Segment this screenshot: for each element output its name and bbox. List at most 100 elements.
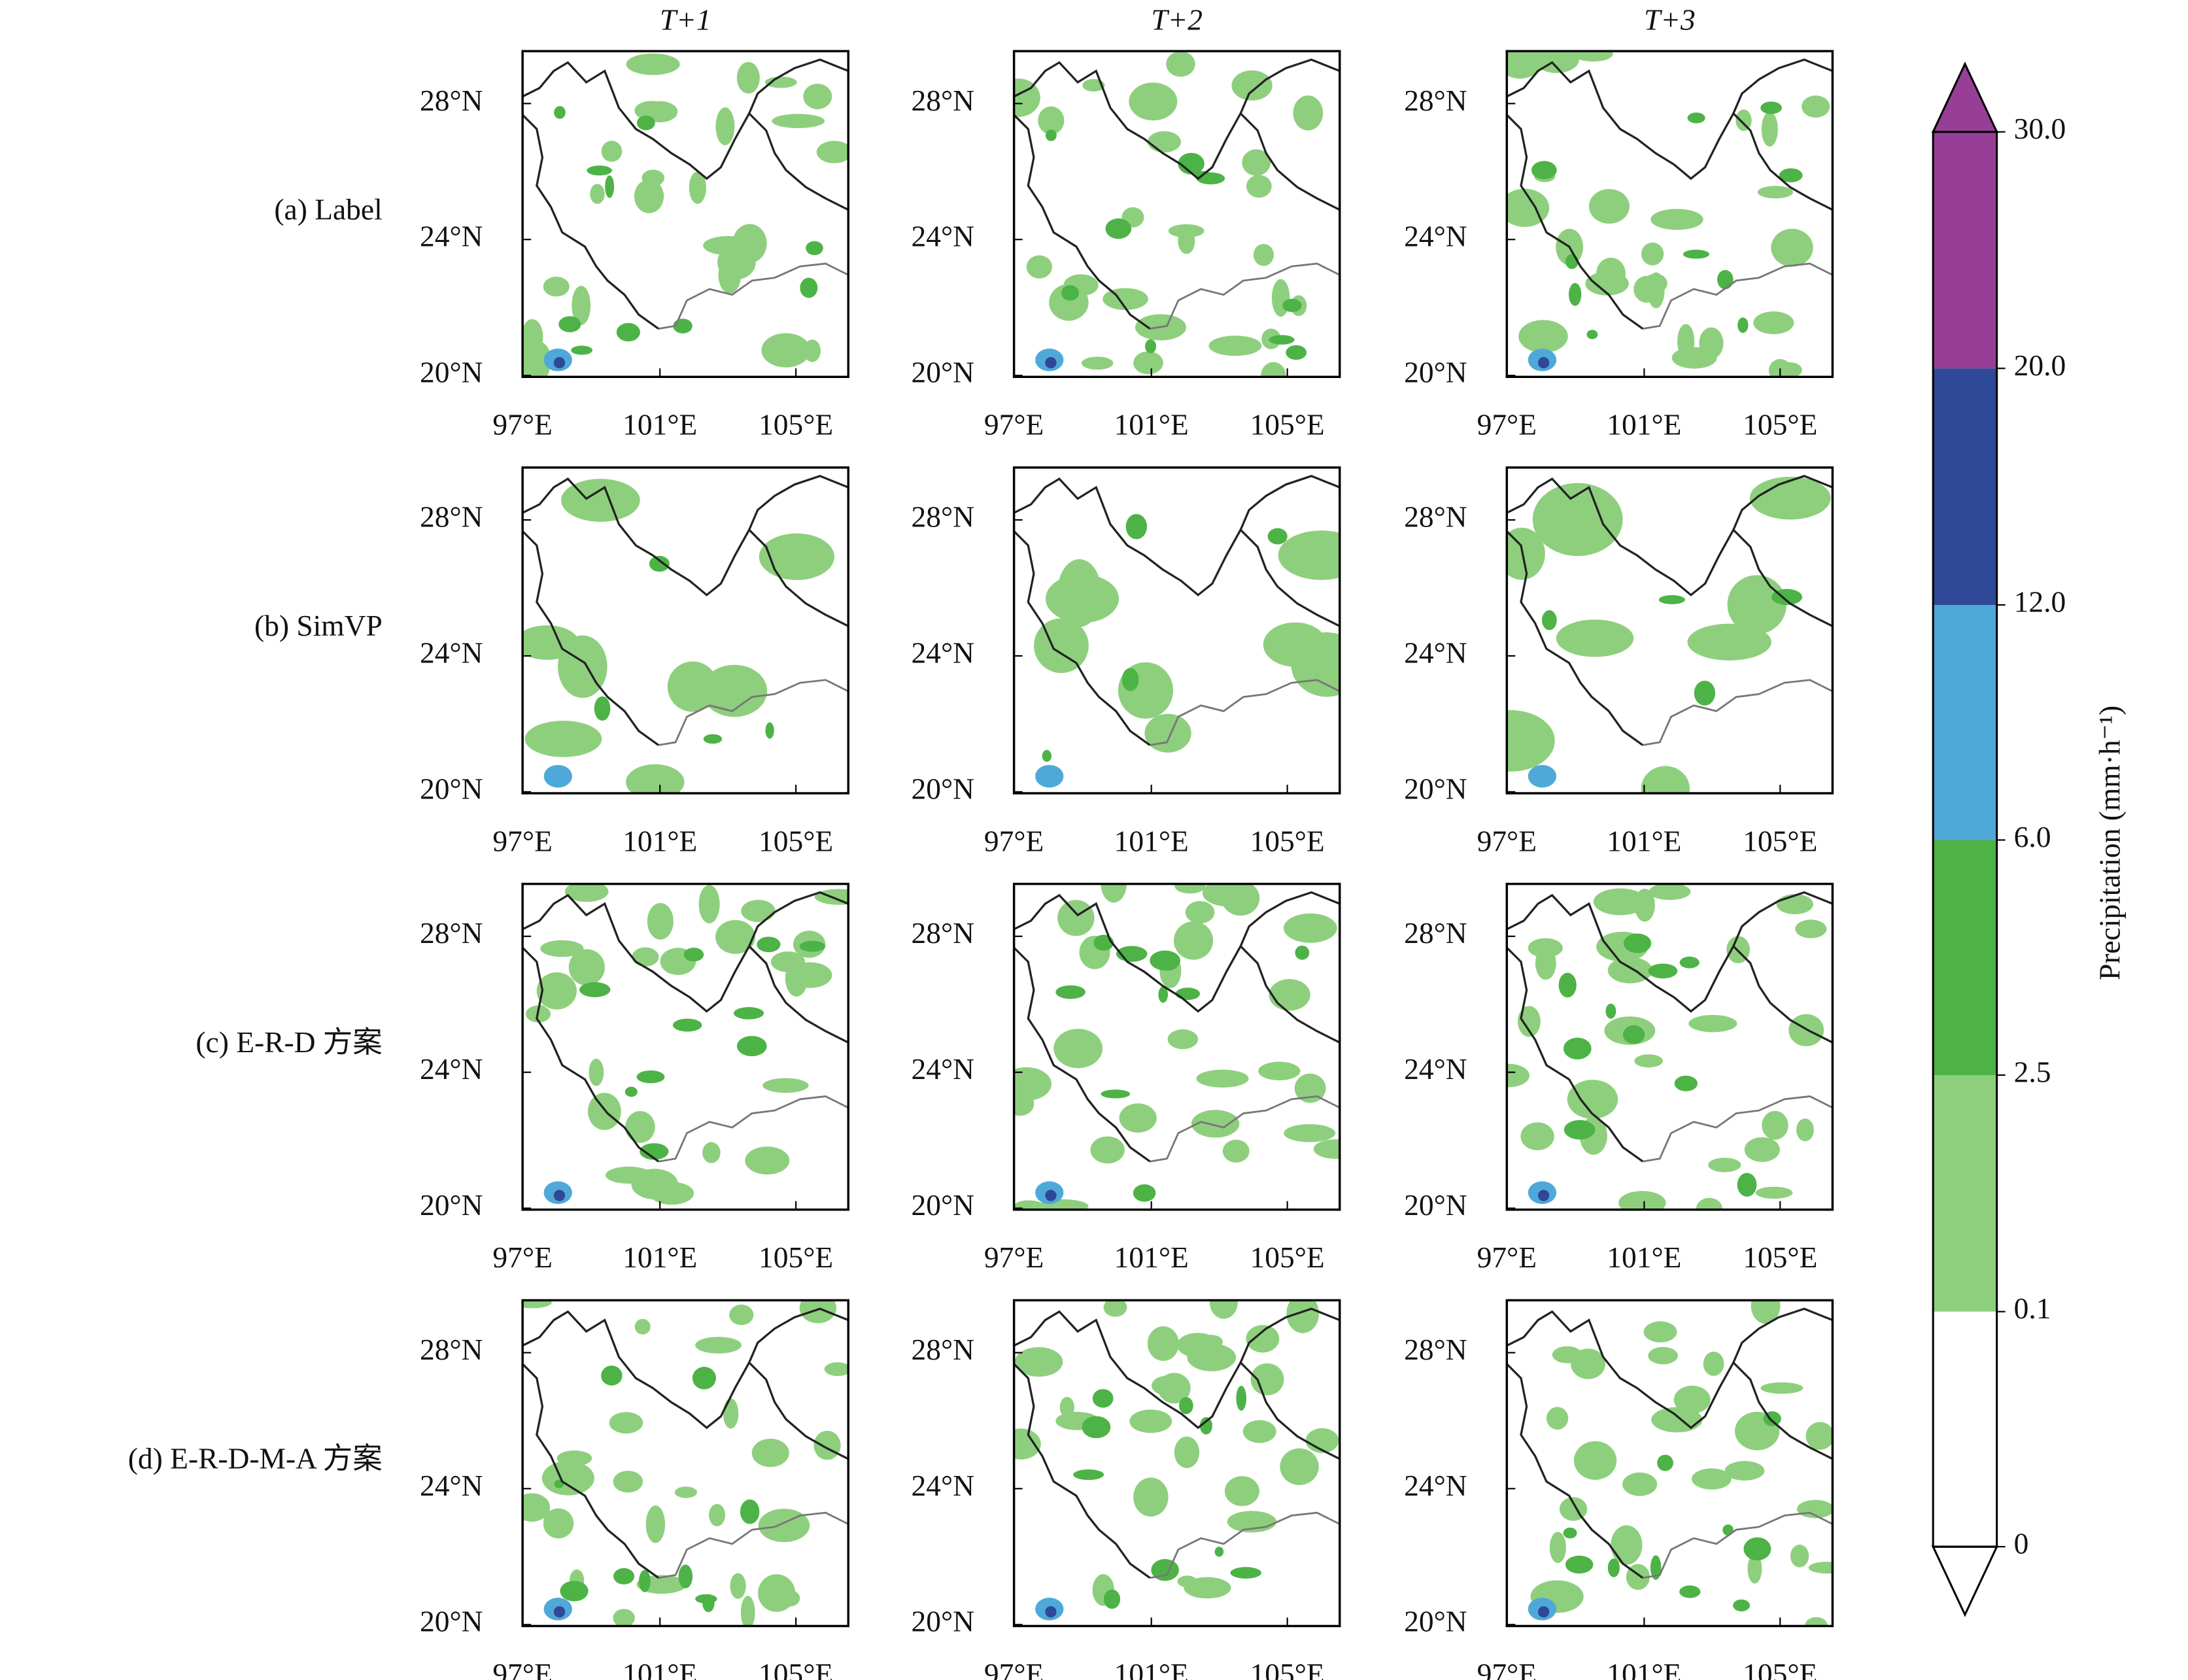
precip-area	[717, 245, 756, 280]
precip-area	[1092, 1389, 1114, 1408]
lat-tick-label: 20°N	[1404, 772, 1467, 805]
precip-area	[1568, 283, 1582, 306]
lon-tick-label: 101°E	[1114, 1241, 1189, 1274]
precip-area	[1174, 883, 1206, 894]
row-label: (a) Label	[274, 193, 382, 226]
precip-area	[683, 948, 704, 962]
lat-tick-label: 20°N	[1404, 1605, 1467, 1638]
precip-area	[788, 962, 832, 988]
precip-area	[609, 1412, 643, 1434]
precip-area	[1623, 933, 1652, 953]
precip-area	[536, 972, 577, 1010]
lon-tick-label: 101°E	[1607, 1657, 1681, 1680]
precip-area	[1121, 668, 1139, 691]
precip-area	[1735, 109, 1752, 131]
border	[1239, 58, 1340, 114]
precip-area	[740, 1499, 760, 1524]
border	[1014, 530, 1151, 746]
precip-area	[1651, 1407, 1703, 1433]
lat-tick-label: 20°N	[911, 772, 974, 805]
precip-area	[587, 165, 612, 176]
precip-area	[560, 1581, 589, 1602]
precip-area	[1014, 1200, 1044, 1210]
border	[1014, 893, 1340, 1044]
border	[748, 1307, 849, 1363]
lat-tick-label: 24°N	[911, 220, 974, 253]
precip-area	[1231, 70, 1273, 101]
precip-area	[709, 1503, 726, 1526]
precip-area	[1724, 1461, 1765, 1481]
border	[1642, 1095, 1833, 1163]
lon-tick-label: 97°E	[1477, 408, 1537, 441]
precip-area	[1191, 1110, 1240, 1138]
precip-area	[601, 1365, 623, 1386]
precip-area	[715, 919, 756, 954]
precip-area	[803, 84, 832, 110]
precip-area	[1762, 1110, 1788, 1140]
precip-area	[1588, 188, 1630, 224]
lat-tick-label: 28°N	[911, 1333, 974, 1366]
map-panel	[1507, 475, 1833, 794]
precip-area	[626, 53, 680, 75]
precip-area	[640, 1143, 669, 1160]
precip-area	[1776, 894, 1813, 915]
lon-tick-label: 97°E	[1477, 1241, 1537, 1274]
precip-area	[636, 115, 655, 131]
precip-area	[1737, 317, 1749, 334]
precip-area	[1796, 1118, 1814, 1142]
border	[748, 58, 849, 114]
precip-core	[543, 764, 572, 788]
precip-area	[632, 947, 659, 967]
precip-area	[1679, 956, 1700, 969]
precip-area	[1531, 161, 1557, 180]
precip-area	[626, 764, 685, 794]
precip-area	[1269, 979, 1310, 1011]
map-panel	[1014, 883, 1340, 1210]
lat-tick-label: 20°N	[420, 1188, 483, 1222]
precip-area	[715, 107, 735, 146]
border	[1642, 262, 1833, 330]
precip-area	[1014, 78, 1040, 117]
precip-area	[524, 721, 602, 757]
lat-tick-label: 28°N	[420, 1333, 483, 1366]
precip-area	[765, 722, 774, 739]
precip-area	[1209, 1300, 1238, 1319]
precip-area	[1167, 1029, 1199, 1050]
precip-area	[1755, 1186, 1793, 1199]
column-title: T+2	[1151, 3, 1203, 36]
precip-area	[1687, 112, 1705, 124]
lon-tick-label: 101°E	[623, 1241, 697, 1274]
precip-area	[540, 940, 584, 957]
precip-area	[1014, 1428, 1041, 1460]
precip-area	[1717, 269, 1734, 290]
precip-area	[1737, 1173, 1757, 1197]
precip-area	[1747, 1554, 1762, 1584]
precip-area	[1532, 483, 1623, 557]
precip-area	[1261, 362, 1286, 377]
precip-area	[1291, 632, 1340, 697]
precip-area	[564, 883, 609, 902]
precip-area	[625, 1110, 655, 1143]
border	[1642, 679, 1833, 746]
colorbar-tick-label: 30.0	[2014, 112, 2066, 145]
precip-area	[757, 936, 781, 953]
precip-area	[594, 696, 611, 721]
colorbar-tick-label: 0.1	[2014, 1292, 2051, 1325]
precip-area	[799, 940, 826, 952]
lat-tick-label: 24°N	[911, 636, 974, 669]
colorbar-segment	[1933, 604, 1997, 840]
precip-area	[764, 77, 797, 88]
precip-area	[1101, 883, 1127, 903]
precip-area	[1648, 1346, 1679, 1365]
lon-tick-label: 101°E	[1607, 408, 1681, 441]
precip-area	[730, 1573, 746, 1599]
precip-area	[1295, 945, 1310, 960]
lon-tick-label: 101°E	[623, 824, 697, 857]
map-panel	[522, 53, 849, 377]
precip-area	[824, 1362, 849, 1377]
precip-area	[1157, 959, 1178, 971]
lon-tick-label: 105°E	[1743, 824, 1817, 857]
precip-area	[522, 1493, 551, 1522]
precip-area	[1246, 1325, 1280, 1353]
